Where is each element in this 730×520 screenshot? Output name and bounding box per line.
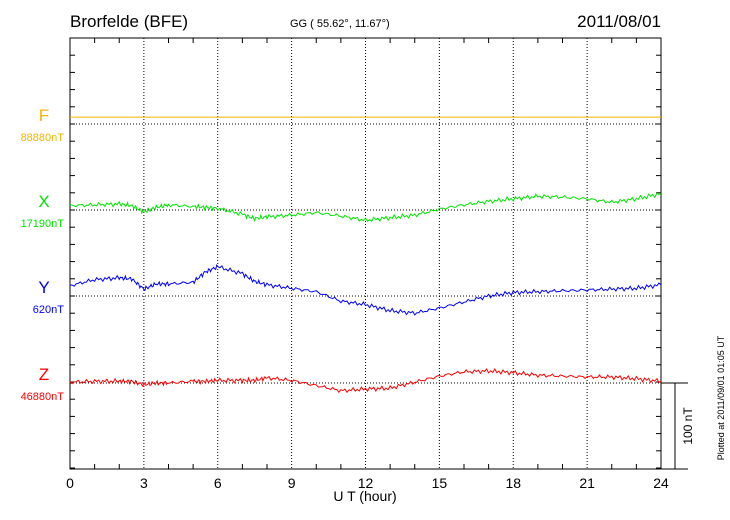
baseline-value-y: 620nT <box>33 304 64 316</box>
x-tick-label: 12 <box>358 475 374 491</box>
scale-bar-label: 100 nT <box>681 407 695 445</box>
plotted-at-footer: Plotted at 2011/09/01 01:05 UT <box>716 335 726 460</box>
x-axis-label: U T (hour) <box>333 488 396 504</box>
baseline-value-x: 17190nT <box>21 218 65 230</box>
chart-date: 2011/08/01 <box>577 12 661 31</box>
chart-subtitle: GG ( 55.62°, 11.67°) <box>290 18 390 30</box>
x-tick-label: 18 <box>505 475 521 491</box>
x-tick-label: 21 <box>579 475 595 491</box>
x-tick-label: 9 <box>288 475 296 491</box>
series-name-y: Y <box>38 278 49 297</box>
baseline-value-f: 88880nT <box>21 132 65 144</box>
plot-frame <box>69 37 662 470</box>
series-name-z: Z <box>39 365 49 384</box>
x-tick-label: 6 <box>214 475 222 491</box>
baseline-value-z: 46880nT <box>21 391 65 403</box>
x-tick-label: 24 <box>653 475 669 491</box>
chart-title: Brorfelde (BFE) <box>70 12 188 31</box>
series-line-x <box>69 192 662 223</box>
x-tick-label: 0 <box>66 475 74 491</box>
series-name-f: F <box>39 106 49 125</box>
series-line-z <box>69 368 662 394</box>
x-tick-label: 3 <box>140 475 148 491</box>
series-name-x: X <box>38 192 49 211</box>
series-line-y <box>69 263 662 316</box>
x-tick-label: 15 <box>432 475 448 491</box>
